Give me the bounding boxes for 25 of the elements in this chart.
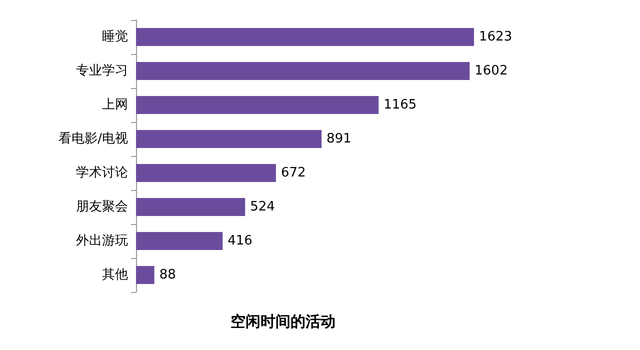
- data-label: 672: [280, 166, 306, 180]
- y-tick-label: 其他: [102, 268, 128, 282]
- y-tick-label: 朋友聚会: [76, 200, 128, 214]
- data-label: 1623: [479, 30, 512, 44]
- data-label: 88: [159, 268, 176, 282]
- y-tick-label: 上网: [102, 98, 128, 112]
- y-tick-label: 学术讨论: [76, 166, 128, 180]
- y-tick-label: 外出游玩: [76, 234, 128, 248]
- data-label: 891: [326, 132, 352, 146]
- bar: [136, 28, 474, 46]
- data-label: 1165: [384, 98, 417, 112]
- bar: [136, 198, 246, 216]
- bar: [136, 266, 154, 284]
- data-label: 524: [250, 200, 275, 214]
- bar: [136, 130, 322, 148]
- y-tick-label: 睡觉: [102, 30, 128, 44]
- y-tick-label: 看电影/电视: [58, 132, 128, 146]
- text: 空闲时间的活动: [230, 312, 336, 330]
- data-label: 416: [228, 234, 252, 248]
- bar: [136, 164, 276, 182]
- data-label: 1602: [474, 64, 508, 78]
- y-tick-label: 专业学习: [76, 64, 128, 78]
- bar: [136, 96, 379, 114]
- bar: [136, 232, 223, 250]
- bar: [136, 62, 470, 80]
